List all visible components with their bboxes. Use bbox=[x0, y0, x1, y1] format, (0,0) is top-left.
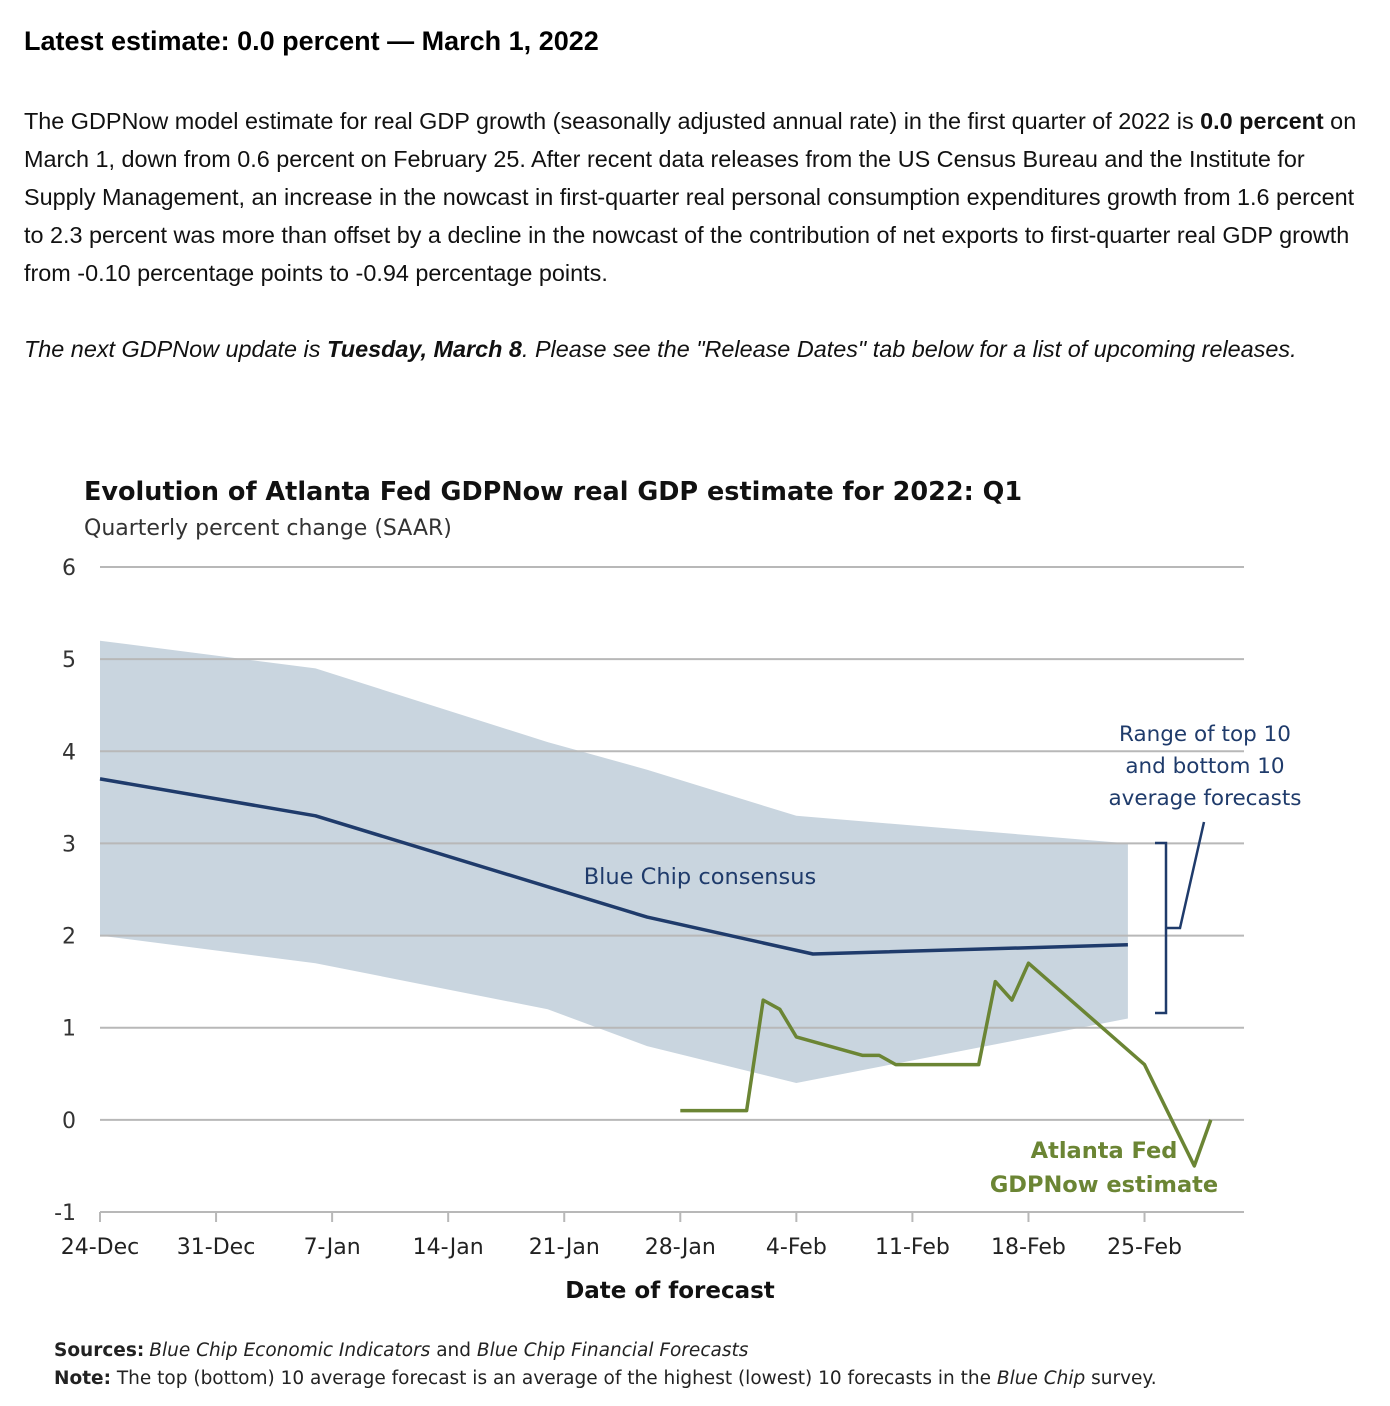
x-tick-label: 18-Feb bbox=[991, 1235, 1066, 1260]
gdpnow-label-line-1: Atlanta Fed bbox=[1031, 1138, 1178, 1164]
forecast-range-band bbox=[100, 640, 1128, 1083]
summary-text-2: on March 1, down from 0.6 percent on Feb… bbox=[24, 108, 1357, 286]
note-text-1: The top (bottom) 10 average forecast is … bbox=[111, 1368, 997, 1389]
series-lines bbox=[99, 777, 1213, 1168]
chart-title: Evolution of Atlanta Fed GDPNow real GDP… bbox=[84, 477, 1022, 507]
x-tick-label: 14-Jan bbox=[413, 1235, 484, 1260]
y-tick-label: 1 bbox=[62, 1017, 76, 1042]
blue-chip-consensus-label: Blue Chip consensus bbox=[584, 864, 817, 890]
summary-bold-estimate: 0.0 percent bbox=[1200, 108, 1324, 134]
x-tick-label: 28-Jan bbox=[645, 1235, 716, 1260]
range-bracket bbox=[1155, 821, 1206, 1015]
page-headline: Latest estimate: 0.0 percent — March 1, … bbox=[24, 26, 599, 56]
chart-subtitle: Quarterly percent change (SAAR) bbox=[84, 516, 452, 541]
axes: -1 0 1 2 3 4 5 6 24-Dec 31-Dec 7-Jan 14-Jan 21-Jan 28… bbox=[54, 556, 1182, 1260]
summary-text-1: The GDPNow model estimate for real GDP g… bbox=[24, 108, 1201, 134]
range-leader-line bbox=[1166, 821, 1206, 930]
next-update-paragraph: The next GDPNow update is Tuesday, March… bbox=[24, 330, 1374, 368]
note-text-3: survey. bbox=[1085, 1368, 1156, 1389]
y-tick-label: 4 bbox=[62, 740, 76, 765]
x-tick-label: 4-Feb bbox=[766, 1235, 827, 1260]
next-update-date: Tuesday, March 8 bbox=[326, 336, 522, 362]
note-label: Note: bbox=[54, 1368, 111, 1389]
range-label-line-3: average forecasts bbox=[1109, 786, 1302, 811]
x-tick-label: 21-Jan bbox=[529, 1235, 600, 1260]
sources-text-2: and bbox=[430, 1340, 477, 1361]
gdpnow-estimate-line bbox=[680, 961, 1213, 1168]
gridlines bbox=[100, 566, 1244, 1213]
note-line: Note: The top (bottom) 10 average foreca… bbox=[54, 1368, 1157, 1389]
sources-text-1: Blue Chip Economic Indicators bbox=[149, 1340, 430, 1361]
y-tick-label: 6 bbox=[62, 556, 76, 581]
range-label-line-1: Range of top 10 bbox=[1119, 722, 1291, 747]
x-tick-label: 25-Feb bbox=[1107, 1235, 1182, 1260]
x-tick-label: 7-Jan bbox=[304, 1235, 361, 1260]
sources-text-3: Blue Chip Financial Forecasts bbox=[477, 1340, 749, 1361]
sources-line: Sources: Blue Chip Economic Indicators an… bbox=[54, 1340, 749, 1361]
sources-label: Sources: bbox=[54, 1340, 144, 1361]
y-tick-label: -1 bbox=[54, 1201, 76, 1226]
gdpnow-label-line-2: GDPNow estimate bbox=[990, 1172, 1218, 1198]
x-tick-label: 24-Dec bbox=[61, 1235, 140, 1260]
x-tick-label: 11-Feb bbox=[875, 1235, 950, 1260]
gdpnow-chart: Evolution of Atlanta Fed GDPNow real GDP… bbox=[54, 477, 1302, 1389]
range-bracket-line bbox=[1155, 841, 1168, 1015]
next-update-text-1: The next GDPNow update is bbox=[24, 336, 327, 362]
summary-paragraph: The GDPNow model estimate for real GDP g… bbox=[24, 102, 1374, 292]
y-tick-label: 2 bbox=[62, 925, 76, 950]
x-tick-label: 31-Dec bbox=[177, 1235, 256, 1260]
x-axis-label: Date of forecast bbox=[565, 1278, 775, 1304]
note-text-2: Blue Chip bbox=[997, 1368, 1085, 1389]
forecast-range-band-layer bbox=[100, 640, 1128, 1083]
y-tick-label: 0 bbox=[62, 1109, 76, 1134]
next-update-text-2: . Please see the "Release Dates" tab bel… bbox=[521, 336, 1297, 362]
range-label-line-2: and bottom 10 bbox=[1125, 754, 1284, 779]
y-tick-label: 3 bbox=[62, 832, 76, 857]
blue-chip-consensus-line bbox=[99, 777, 1128, 956]
y-tick-label: 5 bbox=[62, 648, 76, 673]
